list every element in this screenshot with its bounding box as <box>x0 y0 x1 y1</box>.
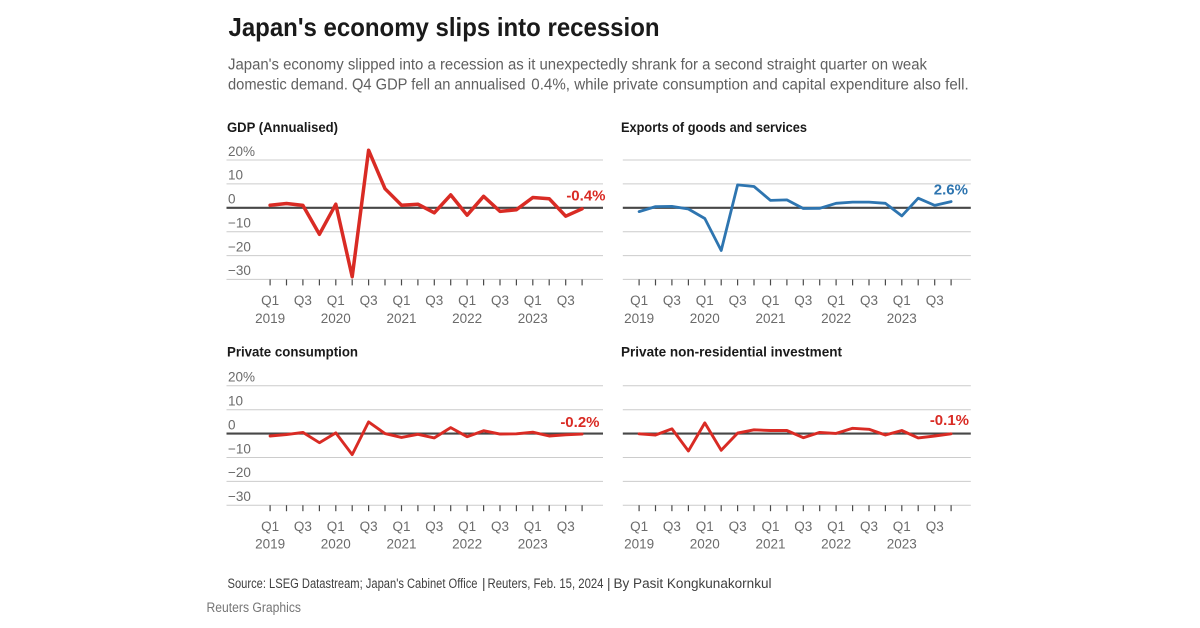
svg-text:Reuters, Feb. 15, 2024: Reuters, Feb. 15, 2024 <box>488 576 604 591</box>
svg-text:Q3: Q3 <box>294 293 312 308</box>
svg-text:Q3: Q3 <box>794 293 812 308</box>
svg-text:Exports of goods and services: Exports of goods and services <box>621 119 807 135</box>
svg-text:By Pasit Kongkunakornkul: By Pasit Kongkunakornkul <box>614 576 772 591</box>
svg-text:Q1: Q1 <box>261 293 279 308</box>
svg-text:10: 10 <box>228 394 243 409</box>
svg-text:2019: 2019 <box>255 311 285 326</box>
svg-text:Q3: Q3 <box>360 293 378 308</box>
svg-text:−20: −20 <box>228 239 251 254</box>
svg-text:0: 0 <box>228 192 236 207</box>
svg-text:Q1: Q1 <box>761 519 779 534</box>
svg-text:Q3: Q3 <box>425 519 443 534</box>
svg-text:Q1: Q1 <box>630 519 648 534</box>
svg-text:Source: LSEG Datastream; Japan: Source: LSEG Datastream; Japan's Cabinet… <box>228 576 478 591</box>
svg-text:Private consumption: Private consumption <box>227 344 358 360</box>
svg-text:domestic demand. Q4 GDP fell a: domestic demand. Q4 GDP fell an annualis… <box>228 77 526 94</box>
svg-text:Q3: Q3 <box>491 293 509 308</box>
svg-text:Q3: Q3 <box>360 519 378 534</box>
svg-text:Q1: Q1 <box>696 293 714 308</box>
svg-text:Q3: Q3 <box>926 293 944 308</box>
svg-text:2.6%: 2.6% <box>934 181 968 198</box>
svg-text:0: 0 <box>228 417 236 432</box>
svg-text:Q1: Q1 <box>893 293 911 308</box>
svg-text:2021: 2021 <box>755 311 785 326</box>
svg-text:Q3: Q3 <box>557 293 575 308</box>
svg-text:Q1: Q1 <box>827 519 845 534</box>
svg-text:Q1: Q1 <box>696 519 714 534</box>
svg-text:Q3: Q3 <box>860 519 878 534</box>
svg-text:-0.1%: -0.1% <box>930 412 969 429</box>
svg-text:GDP (Annualised): GDP (Annualised) <box>227 119 338 135</box>
svg-text:|: | <box>607 576 611 591</box>
svg-text:2020: 2020 <box>321 311 351 326</box>
svg-text:Q1: Q1 <box>458 293 476 308</box>
svg-text:2020: 2020 <box>321 537 351 552</box>
svg-text:−20: −20 <box>228 465 251 480</box>
svg-text:Q1: Q1 <box>827 293 845 308</box>
svg-text:Q1: Q1 <box>327 293 345 308</box>
svg-text:Q1: Q1 <box>524 519 542 534</box>
svg-text:2022: 2022 <box>452 311 482 326</box>
svg-text:2019: 2019 <box>624 311 654 326</box>
svg-text:Q3: Q3 <box>663 293 681 308</box>
svg-text:Reuters Graphics: Reuters Graphics <box>207 600 302 615</box>
svg-text:20%: 20% <box>228 144 255 159</box>
svg-text:2020: 2020 <box>690 537 720 552</box>
svg-text:0.4%, while private consumptio: 0.4%, while private consumption and capi… <box>531 77 968 94</box>
svg-text:2020: 2020 <box>690 311 720 326</box>
svg-text:2023: 2023 <box>518 311 548 326</box>
svg-text:10: 10 <box>228 168 243 183</box>
svg-text:Private non-residential invest: Private non-residential investment <box>621 344 842 360</box>
svg-text:Japan's economy slipped into a: Japan's economy slipped into a recession… <box>228 56 927 73</box>
svg-text:Q1: Q1 <box>458 519 476 534</box>
svg-text:2021: 2021 <box>386 311 416 326</box>
svg-text:Q3: Q3 <box>729 293 747 308</box>
svg-text:Q1: Q1 <box>630 293 648 308</box>
svg-text:Q3: Q3 <box>557 519 575 534</box>
svg-text:2022: 2022 <box>821 311 851 326</box>
svg-text:−10: −10 <box>228 216 251 231</box>
svg-text:Q3: Q3 <box>860 293 878 308</box>
svg-text:Q1: Q1 <box>392 519 410 534</box>
svg-text:2023: 2023 <box>887 537 917 552</box>
svg-text:-0.4%: -0.4% <box>566 188 605 205</box>
svg-text:−10: −10 <box>228 441 251 456</box>
svg-text:20%: 20% <box>228 370 255 385</box>
svg-text:Q1: Q1 <box>524 293 542 308</box>
svg-text:2021: 2021 <box>755 537 785 552</box>
svg-text:−30: −30 <box>228 263 251 278</box>
svg-text:Q1: Q1 <box>761 293 779 308</box>
svg-text:2022: 2022 <box>821 537 851 552</box>
svg-text:−30: −30 <box>228 489 251 504</box>
svg-text:2021: 2021 <box>386 537 416 552</box>
svg-text:Q3: Q3 <box>425 293 443 308</box>
svg-text:Q3: Q3 <box>294 519 312 534</box>
svg-text:|: | <box>482 576 486 591</box>
svg-text:Q1: Q1 <box>327 519 345 534</box>
svg-text:2023: 2023 <box>518 537 548 552</box>
svg-text:2023: 2023 <box>887 311 917 326</box>
svg-text:Q3: Q3 <box>926 519 944 534</box>
svg-text:Q3: Q3 <box>663 519 681 534</box>
svg-text:2019: 2019 <box>255 537 285 552</box>
svg-text:Q1: Q1 <box>392 293 410 308</box>
svg-text:Q1: Q1 <box>893 519 911 534</box>
svg-text:-0.2%: -0.2% <box>560 414 599 431</box>
svg-text:Q3: Q3 <box>729 519 747 534</box>
svg-text:Japan's economy slips into rec: Japan's economy slips into recession <box>229 12 660 42</box>
svg-text:Q3: Q3 <box>491 519 509 534</box>
svg-text:2019: 2019 <box>624 537 654 552</box>
svg-text:Q3: Q3 <box>794 519 812 534</box>
svg-text:Q1: Q1 <box>261 519 279 534</box>
svg-text:2022: 2022 <box>452 537 482 552</box>
